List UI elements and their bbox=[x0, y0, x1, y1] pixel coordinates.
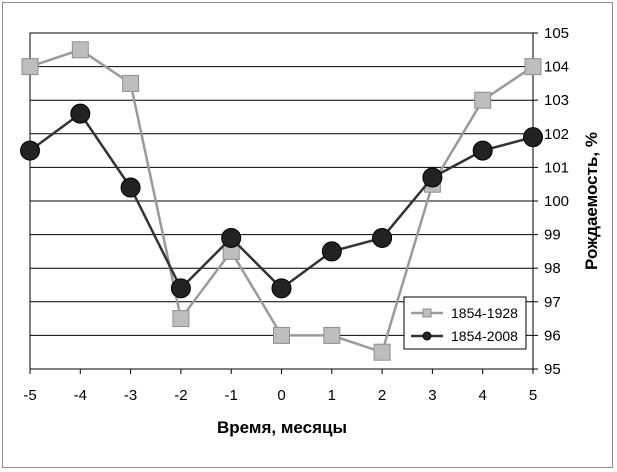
y-tick-label: 105 bbox=[544, 25, 569, 42]
y-tick-label: 95 bbox=[544, 361, 561, 378]
data-point bbox=[20, 140, 40, 161]
x-tick-label: 0 bbox=[277, 387, 285, 404]
x-tick-label: -2 bbox=[174, 387, 187, 404]
legend-label: 1854-2008 bbox=[451, 328, 518, 344]
y-tick-label: 99 bbox=[544, 227, 561, 244]
data-point bbox=[474, 91, 492, 109]
x-tick-label: -3 bbox=[124, 387, 137, 404]
data-point bbox=[172, 310, 190, 328]
series-layer bbox=[20, 41, 543, 361]
data-point bbox=[120, 177, 141, 198]
legend-item: 1854-2008 bbox=[411, 328, 518, 344]
data-point bbox=[122, 74, 140, 92]
data-point bbox=[21, 58, 39, 76]
data-point bbox=[221, 227, 242, 248]
legend-box bbox=[403, 296, 527, 350]
x-axis-title: Время, месяцы bbox=[217, 418, 347, 437]
data-point bbox=[323, 326, 341, 344]
x-tick-label: 5 bbox=[529, 387, 537, 404]
y-tick-label: 96 bbox=[544, 327, 561, 344]
y-tick-label: 100 bbox=[544, 193, 569, 210]
y-tick-labels: 95 96 97 98 99 100 101 102 103 104 105 bbox=[533, 25, 569, 378]
y-tick-label: 101 bbox=[544, 159, 569, 176]
data-point bbox=[71, 41, 89, 59]
x-tick-label: 2 bbox=[378, 387, 386, 404]
legend-label: 1854-1928 bbox=[451, 305, 518, 321]
y-tick-label: 97 bbox=[544, 294, 561, 311]
y-tick-label: 102 bbox=[544, 126, 569, 143]
data-point bbox=[70, 103, 91, 124]
data-point bbox=[523, 127, 543, 148]
legend-item: 1854-1928 bbox=[411, 305, 518, 321]
data-point bbox=[422, 331, 432, 341]
data-point bbox=[170, 278, 191, 299]
x-tick-label: -5 bbox=[23, 387, 36, 404]
data-point bbox=[271, 278, 292, 299]
legend: 1854-1928 1854-2008 bbox=[403, 296, 527, 350]
data-point bbox=[472, 140, 493, 161]
y-tick-label: 103 bbox=[544, 92, 569, 109]
x-tick-label: -1 bbox=[225, 387, 238, 404]
series-2 bbox=[20, 103, 543, 299]
data-point bbox=[524, 58, 542, 76]
series-1 bbox=[21, 41, 542, 361]
x-tick-label: -4 bbox=[74, 387, 87, 404]
data-point bbox=[373, 343, 391, 361]
data-point bbox=[273, 326, 290, 344]
x-tick-labels: -5 -4 -3 -2 -1 0 1 2 3 4 5 bbox=[23, 369, 537, 404]
data-point bbox=[422, 308, 432, 318]
x-tick-label: 1 bbox=[328, 387, 336, 404]
x-tick-label: 4 bbox=[479, 387, 487, 404]
y-tick-label: 98 bbox=[544, 260, 561, 277]
y-tick-label: 104 bbox=[544, 59, 569, 76]
y-axis-title: Рождаемость, % bbox=[582, 132, 601, 270]
data-point bbox=[321, 241, 342, 262]
data-point bbox=[372, 227, 393, 248]
x-tick-label: 3 bbox=[428, 387, 436, 404]
data-point bbox=[422, 167, 443, 188]
